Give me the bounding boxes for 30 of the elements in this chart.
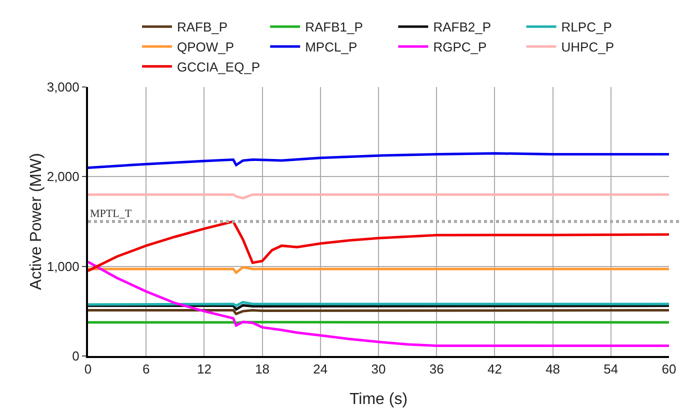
legend-label: QPOW_P bbox=[177, 40, 234, 55]
x-tick-label: 60 bbox=[662, 362, 676, 377]
x-tick-label: 36 bbox=[429, 362, 444, 377]
line-series bbox=[88, 152, 669, 169]
legend-label: RAFB_P bbox=[177, 20, 228, 35]
x-tick-label: 12 bbox=[196, 362, 212, 377]
y-tick-label: 0 bbox=[72, 348, 80, 364]
x-tick-label: 6 bbox=[142, 362, 150, 377]
legend-label: RAFB2_P bbox=[433, 20, 491, 35]
x-tick-label: 54 bbox=[604, 362, 618, 377]
legend-label: MPCL_P bbox=[305, 40, 358, 55]
legend-label: RGPC_P bbox=[433, 40, 487, 55]
ref-line-label: MPTL_T bbox=[90, 208, 132, 220]
y-tick-label: 2,000 bbox=[46, 169, 80, 184]
legend-label: RLPC_P bbox=[561, 20, 612, 35]
x-tick-label: 42 bbox=[487, 362, 502, 377]
x-tick-label: 0 bbox=[84, 362, 92, 377]
y-axis-title: Active Power (MW) bbox=[28, 153, 45, 290]
y-tick-label: 3,000 bbox=[46, 80, 80, 95]
x-tick-label: 30 bbox=[371, 362, 386, 377]
legend-label: UHPC_P bbox=[561, 40, 614, 55]
line-series bbox=[88, 260, 669, 347]
x-axis-title: Time (s) bbox=[349, 391, 408, 408]
legend-label: RAFB1_P bbox=[305, 20, 363, 35]
legend-label: GCCIA_EQ_P bbox=[177, 59, 260, 74]
y-tick-label: 1,000 bbox=[46, 258, 80, 274]
x-tick-label: 48 bbox=[546, 362, 560, 377]
x-tick-label: 24 bbox=[313, 362, 328, 377]
x-tick-label: 18 bbox=[255, 362, 270, 377]
line-series bbox=[88, 220, 669, 272]
